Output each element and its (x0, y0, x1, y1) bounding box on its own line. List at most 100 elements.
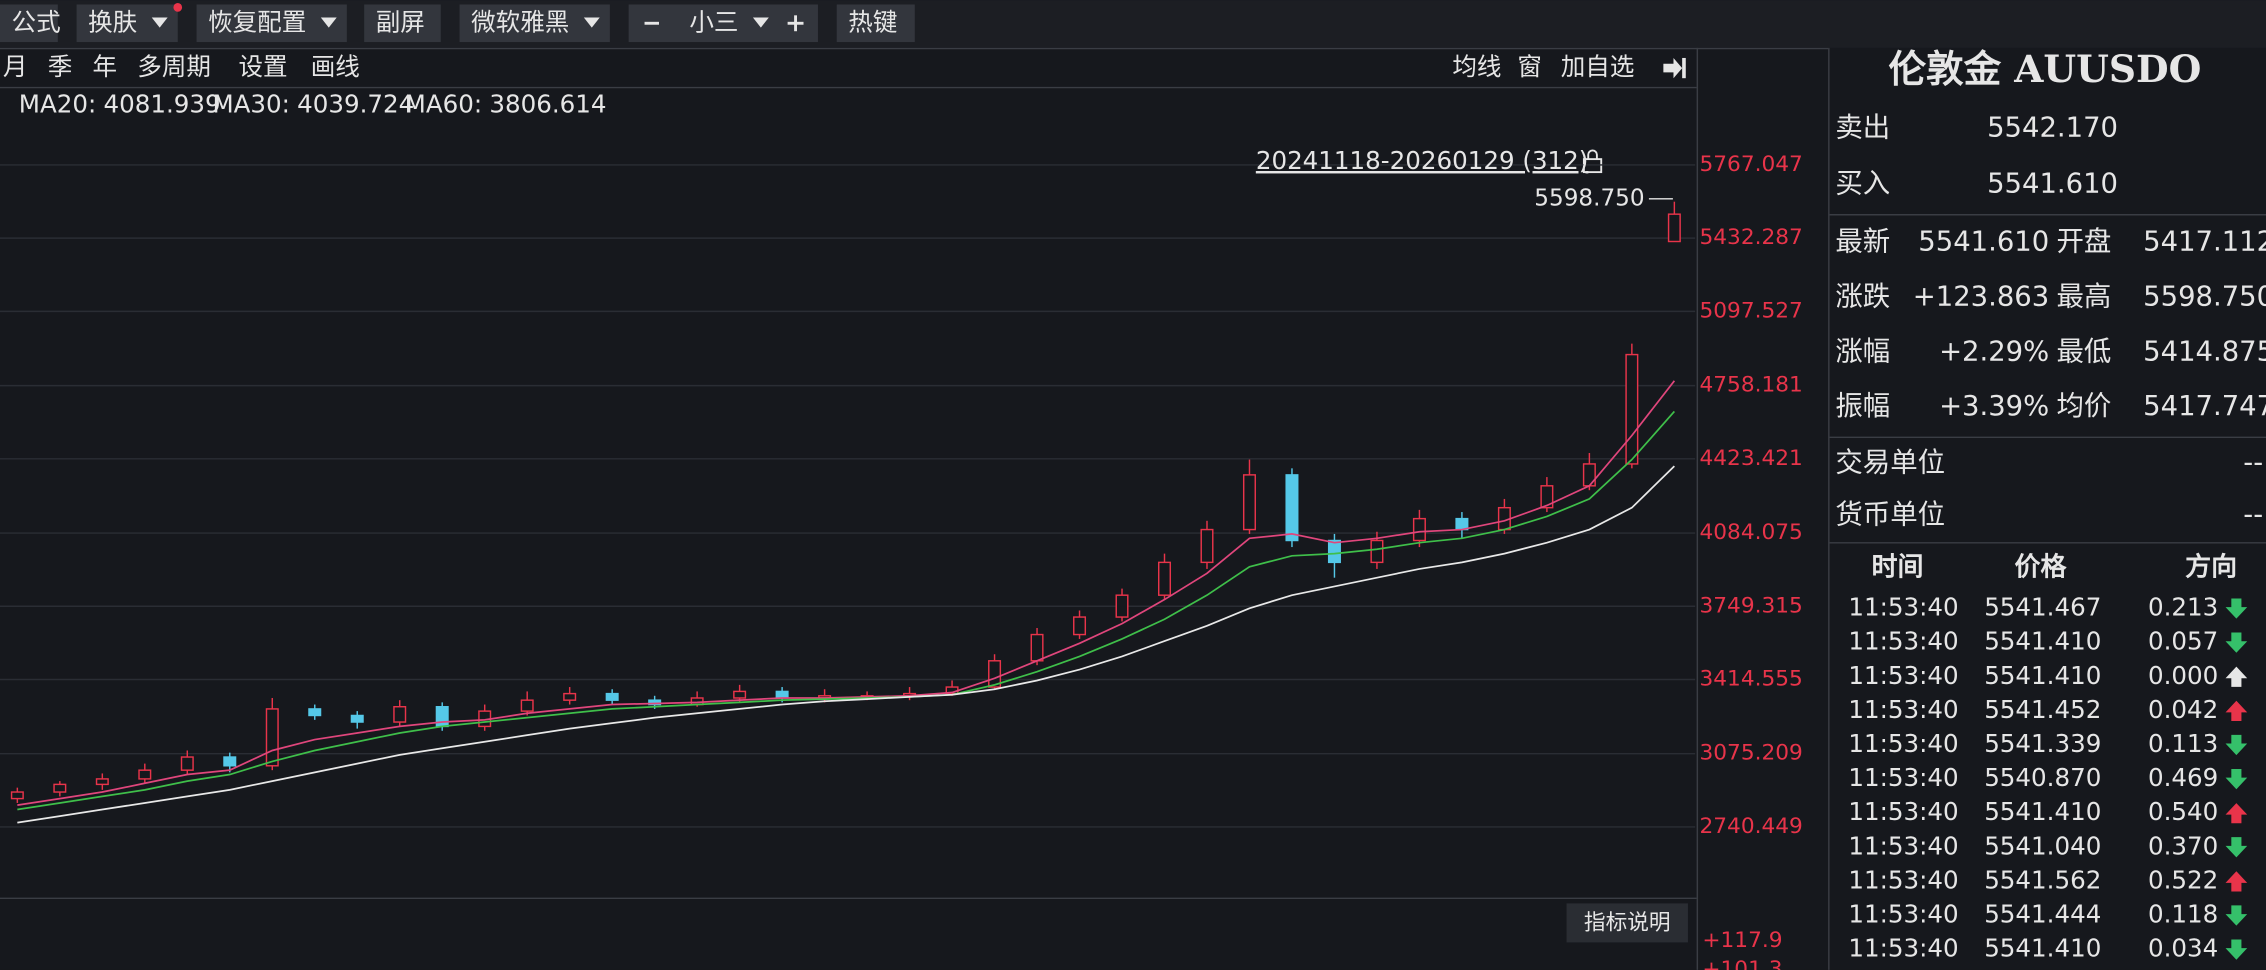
candle-body (10, 791, 24, 800)
stat-value: +123.863 (1913, 281, 2049, 312)
y-tick-label: 3749.315 (1700, 593, 1803, 618)
candle-body (1412, 517, 1426, 542)
plus-icon[interactable] (794, 15, 798, 32)
legend-entry: MA20: 4081.939 (19, 90, 221, 119)
tick-price: 5541.410 (1984, 797, 2101, 826)
candle-body (308, 708, 322, 717)
candle-body (605, 692, 619, 701)
direction-arrow (2225, 939, 2248, 960)
tick-amount: 0.370 (2148, 831, 2218, 860)
candle-body (1582, 463, 1596, 487)
legend-value: 4039.724 (297, 90, 414, 119)
tick-amount: 0.118 (2148, 900, 2218, 929)
pin-icon[interactable] (1663, 57, 1686, 79)
toolbar-button[interactable]: 副屏 (376, 7, 425, 36)
legend-value: 3806.614 (489, 90, 606, 119)
quote-label: 买入 (1835, 169, 1890, 200)
direction-arrow (2225, 768, 2248, 790)
candle-body (1030, 633, 1044, 662)
dropdown-arrow (320, 17, 337, 28)
direction-arrow (2225, 598, 2248, 619)
toolbar-button-bg[interactable] (364, 4, 441, 43)
candle-body (138, 769, 152, 780)
period-tab[interactable]: 多周期 (137, 52, 211, 81)
toolbar-button[interactable]: 微软雅黑 (471, 7, 569, 36)
chart-tool[interactable]: 加自选 (1561, 52, 1635, 81)
tick-price: 5540.870 (1984, 763, 2101, 792)
toolbar-button[interactable]: 小三 (689, 7, 738, 36)
tick-price: 5541.040 (1984, 831, 2101, 860)
stat-label: 涨幅 (1835, 336, 1890, 367)
indicator-button-bg[interactable] (1566, 903, 1688, 943)
candle-body (1327, 539, 1341, 564)
period-tab[interactable]: 年 (92, 52, 117, 81)
unit-value: -- (2243, 448, 2263, 479)
direction-arrow (2225, 734, 2248, 756)
tick-header: 方向 (2185, 552, 2237, 583)
toolbar-button-bg[interactable] (628, 4, 818, 43)
tick-price: 5541.410 (1984, 627, 2101, 656)
tick-time: 11:53:40 (1848, 831, 1958, 860)
chart-tool[interactable]: 均线 (1452, 52, 1501, 81)
stat-label: 振幅 (1835, 391, 1890, 422)
dropdown-arrow (583, 17, 600, 28)
tick-time: 11:53:40 (1848, 695, 1958, 724)
stat-label: 涨跌 (1835, 281, 1890, 312)
tick-price: 5541.444 (1984, 900, 2101, 929)
indicator-button[interactable]: 指标说明 (1584, 911, 1671, 936)
toolbar-button-bg[interactable] (459, 4, 610, 43)
minus-icon[interactable] (644, 21, 659, 25)
chart-tool[interactable]: 窗 (1517, 52, 1542, 81)
toolbar-button-bg[interactable] (0, 4, 58, 43)
toolbar-button[interactable]: 换肤 (88, 7, 137, 36)
direction-arrow (2225, 837, 2248, 858)
tick-header: 时间 (1871, 553, 1923, 583)
quote-title: 伦敦金 AUUSDO (1888, 47, 2201, 91)
toolbar-button-bg[interactable] (836, 4, 915, 43)
candle-body (1370, 539, 1384, 564)
toolbar-button-bg[interactable] (196, 4, 347, 43)
stat-label: 最低 (2056, 336, 2111, 367)
period-tab[interactable]: 画线 (311, 52, 360, 81)
tick-price: 5541.339 (1984, 729, 2101, 758)
period-tab[interactable]: 季 (48, 52, 73, 81)
period-tab[interactable]: 月 (3, 52, 28, 81)
candle-body (1200, 528, 1214, 564)
stat-value: 5417.112 (2143, 226, 2266, 257)
period-tab[interactable]: 设置 (238, 52, 287, 81)
toolbar-button[interactable]: 热键 (848, 7, 897, 36)
ma-line (17, 380, 1676, 807)
ma-line (17, 410, 1676, 811)
candle-body (648, 699, 662, 706)
toolbar-button[interactable]: 公式 (12, 7, 61, 36)
stat-value: 5541.610 (1918, 226, 2049, 257)
tick-price: 5541.410 (1984, 661, 2101, 690)
notice-dot (173, 3, 183, 12)
candle-body (435, 706, 449, 728)
candle-body (1285, 474, 1299, 542)
tick-price: 5541.452 (1984, 695, 2101, 724)
legend-entry: MA30: 4039.724 (212, 90, 414, 119)
candle-body (1625, 353, 1639, 465)
tick-amount: 0.522 (2148, 865, 2218, 894)
tick-price: 5541.562 (1984, 865, 2101, 894)
tick-header: 价格 (2015, 552, 2068, 583)
candle-body (393, 706, 407, 723)
direction-arrow (2225, 666, 2248, 687)
tick-amount: 0.042 (2148, 695, 2218, 724)
range-label: 20241118-20260129 (312) (1256, 146, 1589, 175)
stat-label: 最高 (2056, 281, 2111, 312)
indicator-scale: +101.3 (1702, 957, 1782, 970)
y-tick-label: 2740.449 (1700, 814, 1803, 839)
stat-label: 开盘 (2056, 226, 2111, 257)
tick-amount: 0.057 (2148, 627, 2218, 656)
legend-name: MA30: (212, 90, 289, 119)
tick-time: 11:53:40 (1848, 661, 1958, 690)
quote-label: 卖出 (1835, 112, 1890, 143)
candle-body (1242, 474, 1256, 531)
y-tick-label: 3075.209 (1700, 741, 1803, 766)
candle-body (1667, 213, 1681, 243)
toolbar-button[interactable]: 恢复配置 (208, 7, 306, 36)
